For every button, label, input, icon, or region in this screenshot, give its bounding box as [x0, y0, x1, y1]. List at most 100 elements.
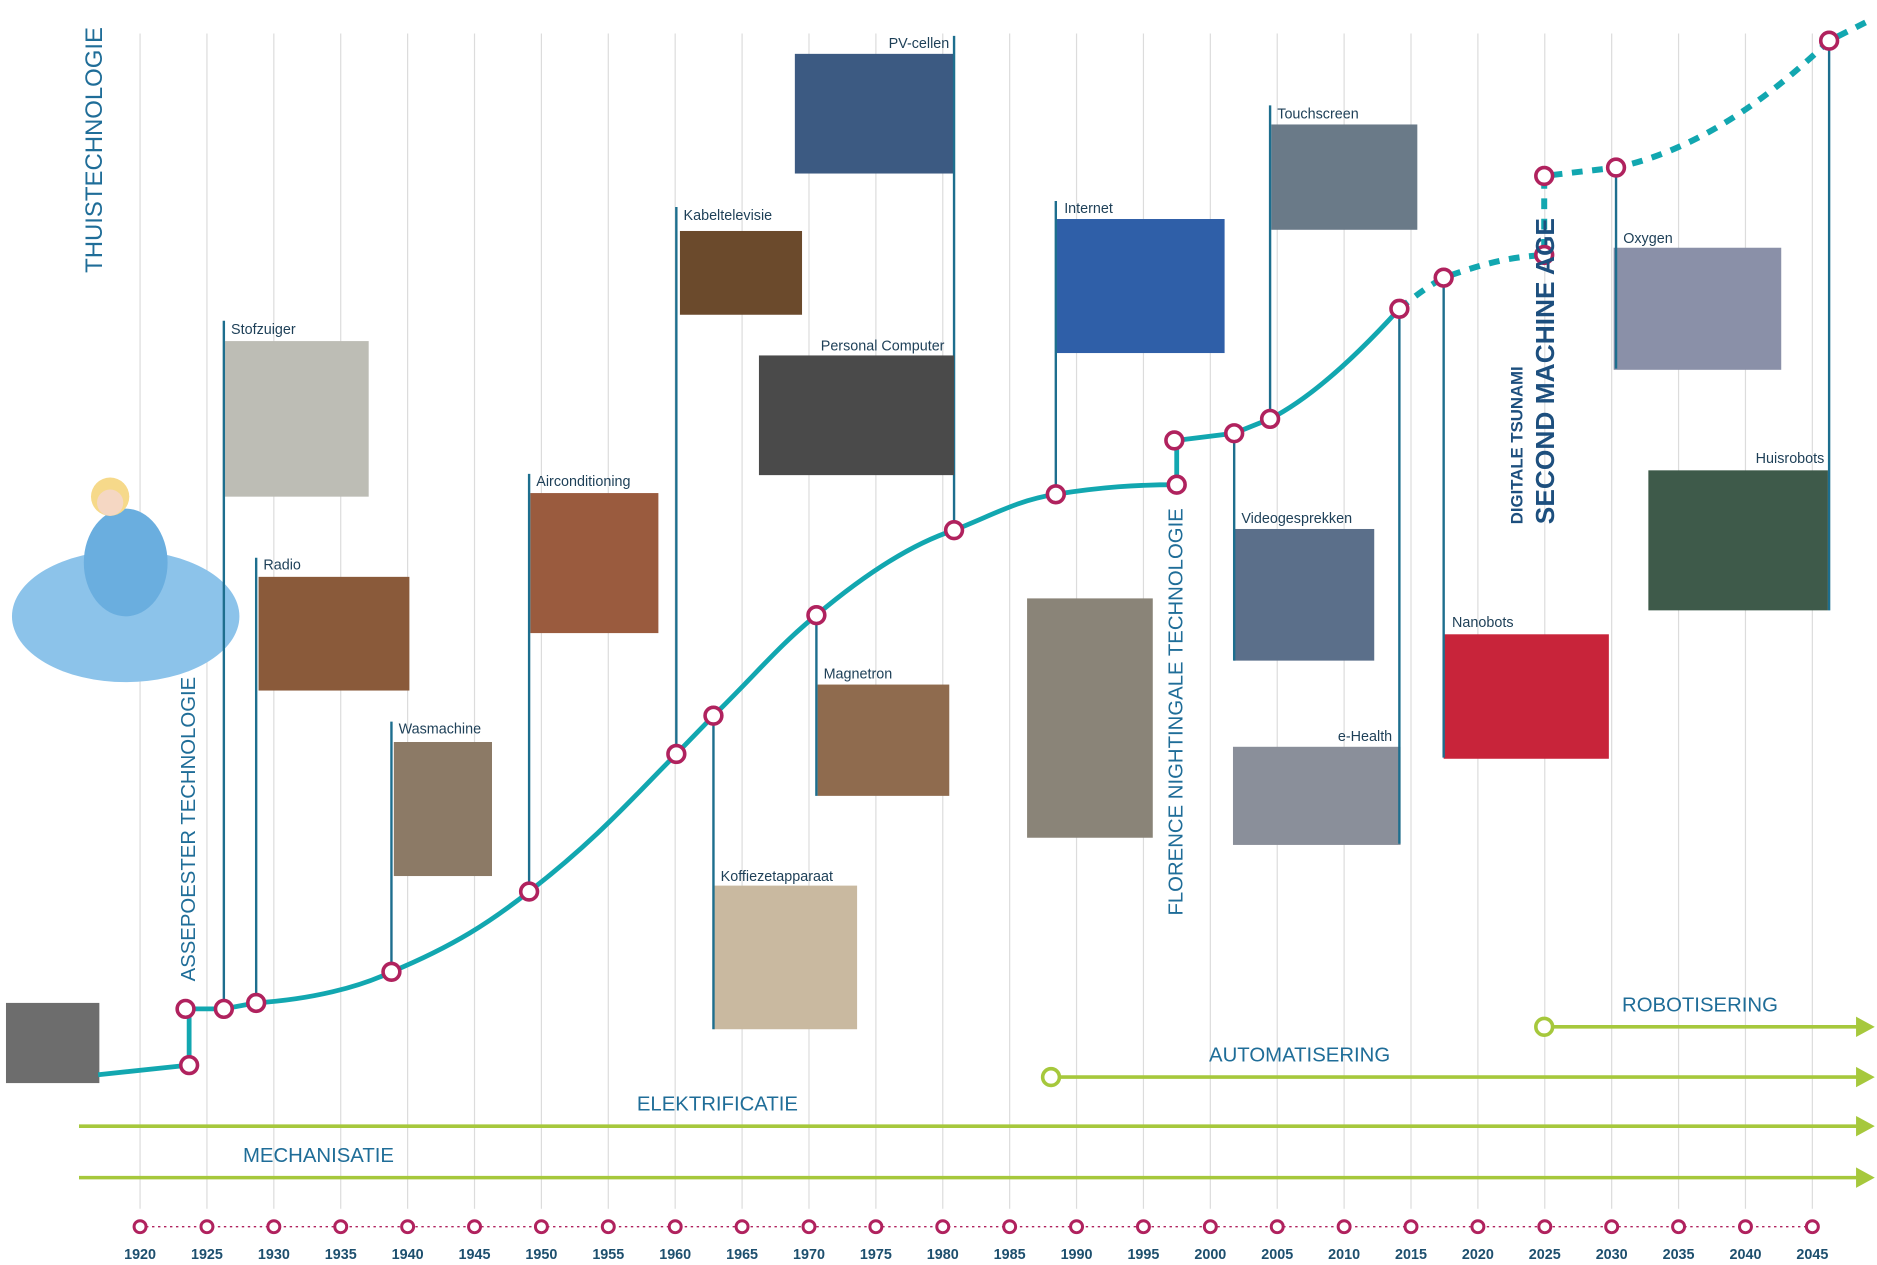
year-dot [400, 1219, 416, 1235]
year-dot [132, 1219, 148, 1235]
side-label: FLORENCE NIGHTINGALE TECHNOLOGIE [1166, 508, 1188, 915]
year-dot [600, 1219, 616, 1235]
year-label: 1965 [726, 1247, 758, 1263]
year-label: 1980 [927, 1247, 959, 1263]
curve-point [1534, 244, 1555, 266]
year-dot [734, 1219, 750, 1235]
year-label: 2020 [1462, 1247, 1494, 1263]
year-dot [1336, 1219, 1352, 1235]
milestone-image [1232, 746, 1401, 845]
nightingale-portrait [1027, 598, 1153, 838]
curve-point [1534, 165, 1555, 187]
year-dot [1269, 1219, 1285, 1235]
milestone-label: Touchscreen [1277, 106, 1358, 122]
curve-point [943, 520, 965, 541]
milestone-image [1443, 634, 1609, 759]
year-dot [1470, 1219, 1486, 1235]
milestone-image [258, 576, 410, 691]
year-dot [868, 1219, 884, 1235]
year-label: 2015 [1395, 1247, 1427, 1263]
year-dot [333, 1219, 349, 1235]
curve [97, 307, 1402, 1078]
side-label: SECOND MACHINE AGE [1530, 218, 1560, 524]
curve-point [1259, 408, 1281, 430]
year-dot [667, 1219, 683, 1235]
milestone-image [1234, 528, 1375, 661]
year-label: 1955 [592, 1247, 624, 1263]
title: THUISTECHNOLOGIE [81, 27, 108, 273]
curve-point [1433, 267, 1454, 288]
year-label: 1925 [191, 1247, 223, 1263]
year-dot [1403, 1219, 1419, 1235]
curve-point [1818, 30, 1840, 51]
curve-point [806, 604, 827, 626]
milestone-label: Magnetron [824, 667, 893, 683]
year-label: 1950 [525, 1247, 557, 1263]
milestone-label: e-Health [1338, 729, 1392, 745]
year-label: 1920 [124, 1247, 156, 1263]
phase-label: AUTOMATISERING [1209, 1045, 1390, 1067]
year-label: 1990 [1061, 1247, 1093, 1263]
milestone-label: Nanobots [1452, 615, 1513, 631]
curve-point [1164, 430, 1185, 451]
milestone-image [817, 684, 950, 796]
milestone-label: Wasmachine [399, 722, 481, 738]
year-label: 1985 [994, 1247, 1026, 1263]
curve-points [175, 30, 1840, 1076]
year-label: 1995 [1127, 1247, 1159, 1263]
milestone-label: Internet [1064, 201, 1113, 217]
milestone-label: Kabeltelevisie [684, 208, 773, 224]
milestone-label: PV-cellen [889, 36, 950, 52]
milestone-label: Personal Computer [821, 339, 945, 355]
curve-point [1166, 474, 1187, 495]
year-dot [1537, 1219, 1553, 1235]
phase-label: ELEKTRIFICATIE [637, 1094, 798, 1116]
year-label: 2010 [1328, 1247, 1360, 1263]
year-dot [935, 1219, 951, 1235]
curve-point [1605, 157, 1627, 178]
year-label: 1930 [258, 1247, 290, 1263]
milestone-image [530, 493, 659, 634]
year-label: 1945 [459, 1247, 491, 1263]
curve-point [1045, 484, 1066, 505]
milestones: Stofzuiger Radio Wasmachine Airconditioning… [222, 36, 1831, 1030]
curve-point [703, 705, 724, 726]
street-photo [5, 1002, 100, 1084]
phase-lines [79, 1016, 1875, 1188]
cinderella-illustration [11, 477, 240, 683]
year-label: 2040 [1729, 1247, 1761, 1263]
year-label: 2030 [1596, 1247, 1628, 1263]
year-dot [801, 1219, 817, 1235]
milestone-label: Koffiezetapparaat [721, 869, 833, 885]
milestone-label: Airconditioning [536, 474, 630, 490]
curve-point [178, 1054, 200, 1076]
milestone-image [225, 341, 369, 497]
milestone-label: Stofzuiger [231, 322, 296, 338]
milestone-label: Oxygen [1623, 231, 1673, 247]
curve-point [1224, 423, 1245, 444]
side-label: DIGITALE TSUNAMI [1508, 366, 1527, 524]
year-dot [1202, 1219, 1218, 1235]
year-label: 2005 [1261, 1247, 1293, 1263]
year-label: 1940 [392, 1247, 424, 1263]
curve-point [213, 998, 235, 1020]
year-label: 1975 [860, 1247, 892, 1263]
side-label: ASSEPOESTER TECHNOLOGIE [178, 677, 200, 982]
year-dot [1002, 1219, 1018, 1235]
year-dot [1135, 1219, 1151, 1235]
milestone-image [758, 355, 955, 476]
year-label: 1970 [793, 1247, 825, 1263]
year-label: 2000 [1194, 1247, 1226, 1263]
year-label: 2035 [1663, 1247, 1695, 1263]
curve-point [381, 961, 402, 982]
year-dot [1804, 1219, 1820, 1235]
milestone-image [713, 885, 858, 1030]
milestone-image [393, 742, 492, 877]
year-dot [1069, 1219, 1085, 1235]
year-dot [533, 1219, 549, 1235]
curve-point [1389, 298, 1410, 319]
year-dot [1671, 1219, 1687, 1235]
curve-point [518, 881, 540, 902]
milestone-image [679, 230, 803, 315]
